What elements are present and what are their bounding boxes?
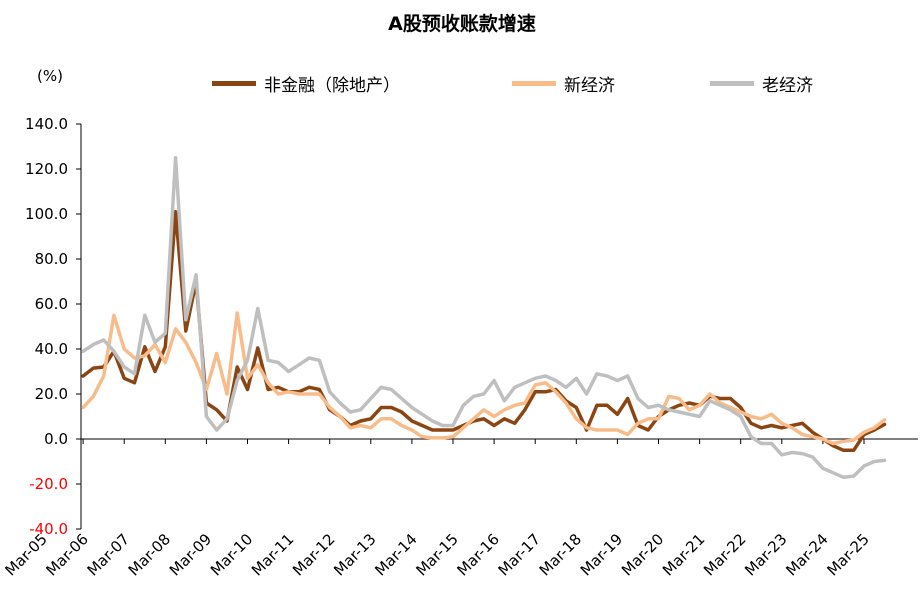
legend-label-series-0: 非金融（除地产） <box>264 75 400 96</box>
x-tick-label: Mar-09 <box>166 530 215 579</box>
y-tick-label: 120.0 <box>25 160 68 178</box>
legend-label-series-2: 老经济 <box>762 75 813 96</box>
x-tick-label: Mar-14 <box>371 530 420 579</box>
legend-item-series-1: 新经济 <box>512 70 615 96</box>
x-tick-label: Mar-20 <box>618 530 667 579</box>
y-tick-label: 60.0 <box>35 295 68 313</box>
x-tick-label: Mar-12 <box>289 530 338 579</box>
series-line-1 <box>81 311 887 446</box>
x-tick-label: Mar-10 <box>207 530 256 579</box>
x-tick-label: Mar-13 <box>330 530 379 579</box>
legend-swatch-series-1 <box>512 80 556 86</box>
x-tick-label: Mar-16 <box>454 530 503 579</box>
series-line-0 <box>81 210 887 453</box>
y-tick-label: 140.0 <box>25 115 68 133</box>
x-tick-label: Mar-05 <box>1 530 50 579</box>
y-tick-label: 100.0 <box>25 205 68 223</box>
y-tick-label: 0.0 <box>44 430 68 448</box>
legend-item-series-2: 老经济 <box>710 70 813 96</box>
legend-item-series-0: 非金融（除地产） <box>212 70 400 96</box>
x-tick-label: Mar-08 <box>125 530 174 579</box>
y-tick-label: 20.0 <box>35 385 68 403</box>
y-tick-label: 80.0 <box>35 250 68 268</box>
legend-swatch-series-2 <box>710 80 754 86</box>
x-tick-label: Mar-21 <box>659 530 708 579</box>
x-tick-label: Mar-18 <box>536 530 585 579</box>
legend: 非金融（除地产） 新经济 老经济 <box>0 70 924 96</box>
x-tick-label: Mar-23 <box>741 530 790 579</box>
legend-swatch-series-0 <box>212 80 256 86</box>
legend-label-series-1: 新经济 <box>564 75 615 96</box>
y-tick-label: 40.0 <box>35 340 68 358</box>
chart-title: A股预收账款增速 <box>388 13 536 35</box>
x-tick-label: Mar-24 <box>782 530 831 579</box>
x-tick-label: Mar-19 <box>577 530 626 579</box>
x-tick-label: Mar-15 <box>412 530 461 579</box>
series-line-2 <box>81 156 887 480</box>
x-tick-label: Mar-11 <box>248 530 297 579</box>
y-axis-unit: (%) <box>37 67 63 85</box>
x-tick-label: Mar-07 <box>84 530 133 579</box>
x-tick-label: Mar-25 <box>823 530 872 579</box>
x-tick-label: Mar-22 <box>700 530 749 579</box>
y-tick-label: -20.0 <box>29 475 68 493</box>
y-tick-label: -40.0 <box>29 520 68 538</box>
x-tick-label: Mar-17 <box>495 530 544 579</box>
